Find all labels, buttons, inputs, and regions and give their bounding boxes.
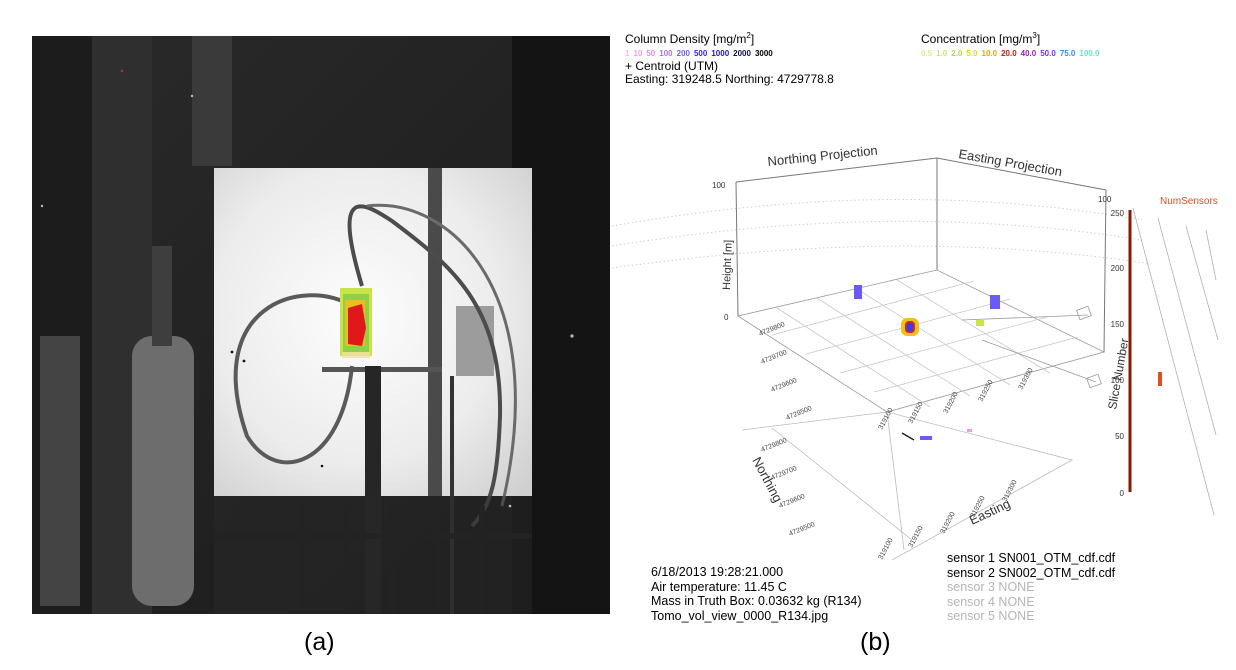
sensor-stand [365,366,381,614]
sensor-list: sensor 1 SN001_OTM_cdf.cdf sensor 2 SN00… [947,551,1115,624]
northing-tick: 4729500 [788,521,816,538]
column-density-scale-label: 2000 [733,49,751,58]
sensor-item: sensor 3 NONE [947,580,1035,594]
northing-tick: 4729700 [760,349,788,366]
height-tick-right: 100 [1098,195,1112,204]
column-density-legend: Column Density [mg/m2] 1 10 50 100 200 500 100… [625,29,834,86]
tomography-3d-plot: Northing Projection Easting Projection H… [612,143,1219,560]
northing-tick: 4729600 [770,377,798,394]
height-tick-bottom: 0 [724,313,729,322]
concentration-scale-label: 1.0 [936,49,948,58]
column-density-scale-label: 200 [676,49,690,58]
acquisition-info: 6/18/2013 19:28:21.000 Air temperature: … [651,565,862,623]
gas-cylinder [132,336,194,606]
sensor-item: sensor 2 SN002_OTM_cdf.cdf [947,565,1116,580]
sensor-item: sensor 1 SN001_OTM_cdf.cdf [947,551,1116,565]
caption-a: (a) [304,628,335,656]
slice-tick: 100 [1111,376,1125,385]
background-arcs [612,198,1153,269]
projection-walls [735,157,1107,353]
caption-b: (b) [860,628,891,656]
plume-blobs [854,285,1000,441]
column-density-scale-label: 1 [625,49,630,58]
gas-plume-overlay [340,288,372,358]
concentration-scale-label: 0.5 [921,49,933,58]
easting-tick: 319150 [908,525,925,549]
height-axis-label: Height [m] [721,240,735,291]
concentration-title: Concentration [mg/m3] [921,31,1041,46]
easting-tick: 319300 [1018,367,1035,391]
ground-plane [741,411,1074,560]
column-density-scale: 1 10 50 100 200 500 1000 2000 3000 [625,47,834,60]
easting-tick: 319200 [943,391,960,415]
floor-grid [736,269,1106,413]
northing-tick: 4729500 [785,405,813,422]
easting-ticks-floor: 319100 319150 319200 319250 319300 [878,367,1035,431]
column-density-scale-label: 500 [693,49,708,58]
infrared-camera-image [32,36,610,614]
slice-tick: 200 [1111,264,1125,273]
concentration-scale-label: 2.0 [951,49,963,58]
num-sensors-marker [1158,372,1162,386]
column-density-scale-label: 50 [646,49,656,58]
northing-projection-label: Northing Projection [767,143,879,169]
air-temperature-text: Air temperature: 11.45 C [651,579,787,594]
concentration-scale-label: 100.0 [1079,49,1100,58]
slice-number-label: Slice Number [1105,337,1131,410]
concentration-scale-label: 20.0 [1001,49,1017,58]
northing-ticks-floor: 4729800 4729700 4729600 4729500 [758,321,813,422]
file-name-text: Tomo_vol_view_0000_R134.jpg [651,608,829,623]
sensor-item: sensor 4 NONE [947,594,1035,609]
easting-tick: 319100 [878,537,895,560]
mass-text: Mass in Truth Box: 0.03632 kg (R134) [651,594,862,608]
camera-frame-svg [32,36,610,614]
concentration-scale-label: 5.0 [966,49,978,58]
easting-ticks-ground: 319100 319150 319200 319250 319300 [878,479,1019,560]
easting-northing-readout: Easting: 319248.5 Northing: 4729778.8 [625,72,834,86]
concentration-scale-label: 10.0 [981,49,998,58]
datetime-text: 6/18/2013 19:28:21.000 [651,565,784,579]
easting-tick: 319250 [978,379,995,403]
northing-tick: 4729800 [760,437,788,454]
concentration-scale-label: 40.0 [1020,49,1037,58]
slice-number-axis: 250 200 150 100 50 0 Slice Number NumSen… [1105,196,1219,516]
slice-tick: 0 [1120,489,1125,498]
num-sensors-label: NumSensors [1160,196,1218,207]
concentration-scale: 0.5 1.0 2.0 5.0 10.0 20.0 40.0 50.0 75.0 100.0 [921,47,1099,60]
sensor-beams [961,305,1102,389]
easting-axis-label: Easting [967,496,1013,528]
concentration-scale-label: 50.0 [1040,49,1056,58]
concentration-legend: Concentration [mg/m3] 0.5 1.0 2.0 5.0 10.0 20… [921,29,1099,60]
slice-tick: 250 [1111,209,1125,218]
slice-tick: 150 [1111,320,1125,329]
easting-projection-label: Easting Projection [957,146,1063,179]
column-density-scale-label: 10 [633,49,643,58]
column-density-scale-label: 3000 [754,49,773,58]
centroid-label: + Centroid (UTM) [625,59,719,73]
height-tick-top: 100 [712,181,726,190]
sensor-item: sensor 5 NONE [947,609,1035,623]
northing-axis-label: Northing [749,454,785,504]
concentration-scale-label: 75.0 [1059,49,1076,58]
easting-tick: 319100 [878,407,895,431]
column-density-scale-label: 100 [659,49,673,58]
column-density-title: Column Density [mg/m2] [625,31,755,46]
slice-tick: 50 [1115,432,1124,441]
column-density-scale-label: 1000 [711,49,730,58]
easting-tick: 319200 [940,511,957,535]
